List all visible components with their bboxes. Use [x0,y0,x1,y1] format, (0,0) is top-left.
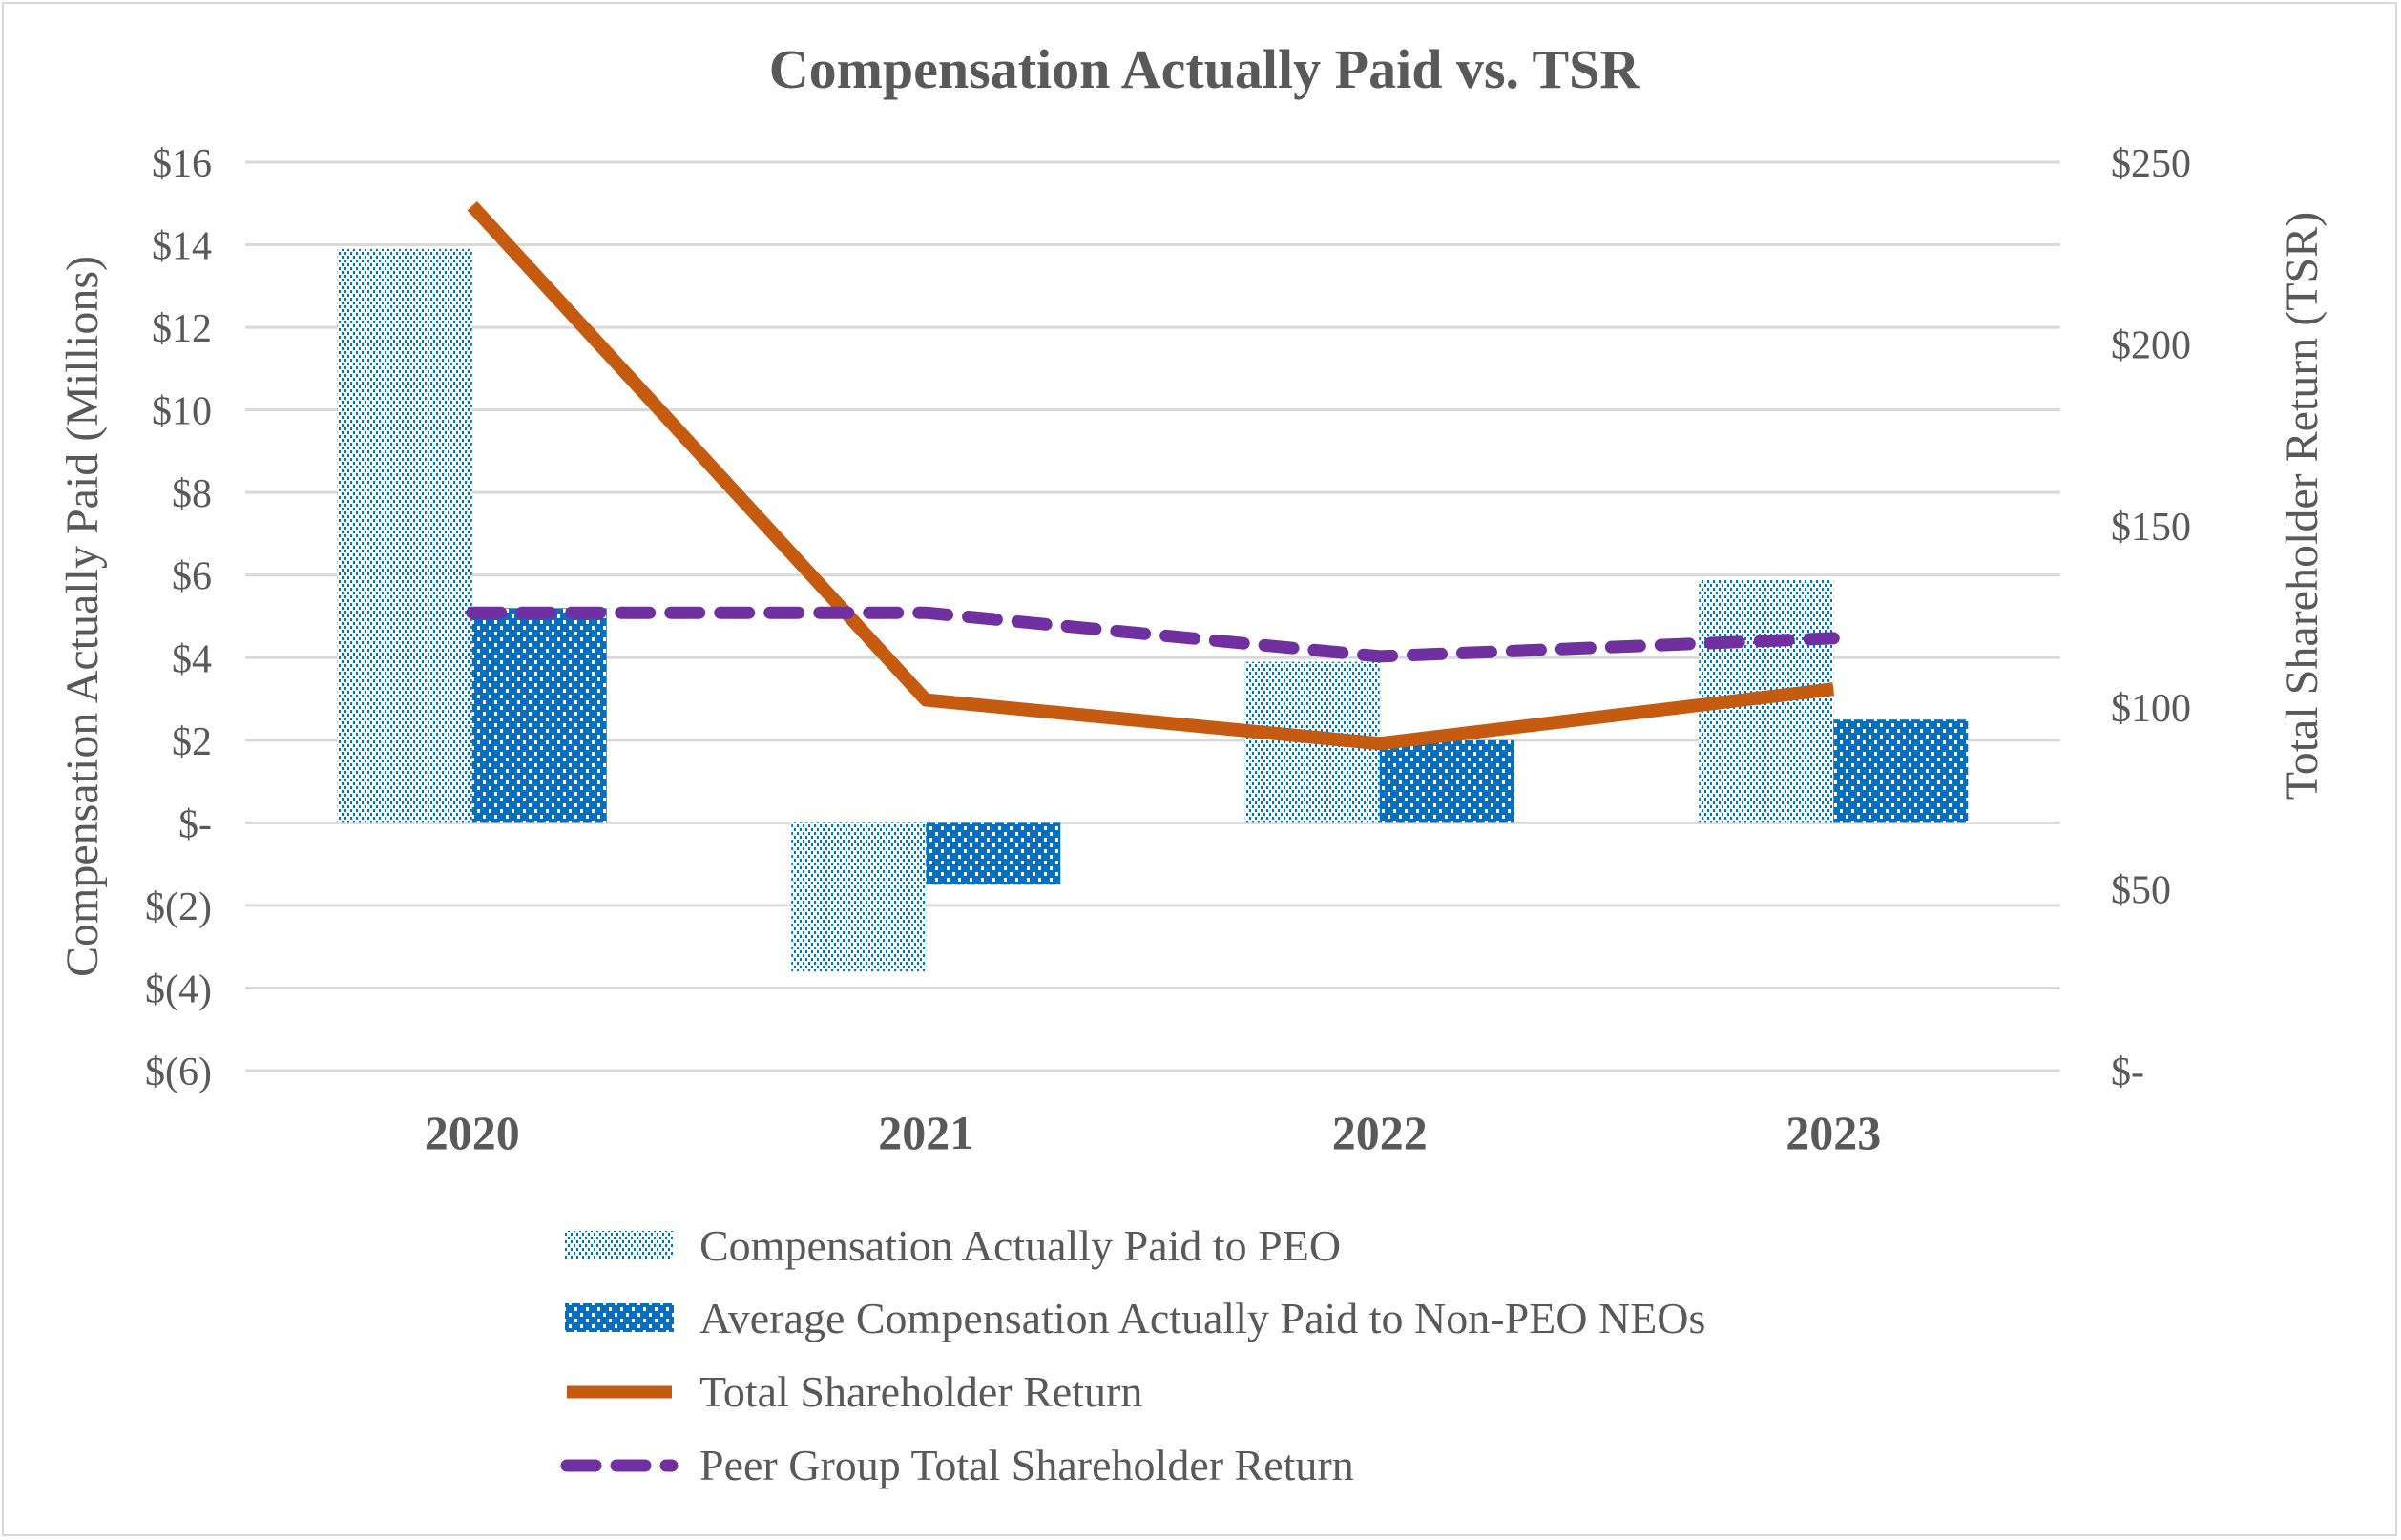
x-tick-label: 2022 [1332,1106,1428,1159]
y2-tick-label: $- [2111,1051,2144,1094]
peer-tsr-line [466,606,1840,663]
y2-tick-label: $100 [2111,687,2191,731]
y2-tick-label: $150 [2111,506,2191,550]
legend-label: Average Compensation Actually Paid to No… [699,1294,1705,1342]
y-tick-label: $- [178,802,212,846]
tsr-line [467,200,1835,751]
bar-non-peo-2020 [471,608,607,823]
y-tick-label: $4 [172,637,212,681]
y-tick-label: $12 [152,307,212,351]
legend-swatch [565,1231,674,1259]
y-tick-label: $(4) [145,968,212,1011]
bar-peo-2021 [791,822,927,972]
y-tick-label: $8 [172,472,212,516]
y-tick-label: $(6) [145,1051,212,1094]
y2-tick-label: $50 [2111,869,2171,913]
y2-tick-label: $250 [2111,142,2191,186]
legend-item: Compensation Actually Paid to PEO [565,1221,1341,1270]
y-tick-label: $(2) [145,885,212,929]
legend-item: Total Shareholder Return [567,1367,1142,1416]
legend-label: Total Shareholder Return [699,1367,1142,1416]
y-tick-label: $16 [152,142,212,186]
legend-item: Average Compensation Actually Paid to No… [565,1294,1705,1342]
bar-non-peo-2021 [926,822,1061,885]
y2-axis-label: Total Shareholder Return (TSR) [2277,212,2328,801]
x-tick-label: 2020 [425,1106,520,1159]
bar-non-peo-2022 [1379,739,1514,823]
bar-peo-2020 [337,248,472,823]
legend-swatch [565,1303,674,1332]
x-tick-label: 2021 [878,1106,973,1159]
y-axis-label: Compensation Actually Paid (Millions) [57,256,108,977]
bar-non-peo-2023 [1833,719,1969,823]
legend-label: Peer Group Total Shareholder Return [699,1441,1354,1489]
y-tick-label: $2 [172,720,212,764]
y-tick-label: $10 [152,390,212,434]
y2-tick-label: $200 [2111,323,2191,367]
legend-label: Compensation Actually Paid to PEO [699,1221,1341,1270]
legend-item: Peer Group Total Shareholder Return [560,1441,1354,1489]
y-tick-label: $14 [152,225,212,269]
x-tick-label: 2023 [1785,1106,1881,1159]
chart-title: Compensation Actually Paid vs. TSR [769,38,1641,100]
y-tick-label: $6 [172,555,212,599]
